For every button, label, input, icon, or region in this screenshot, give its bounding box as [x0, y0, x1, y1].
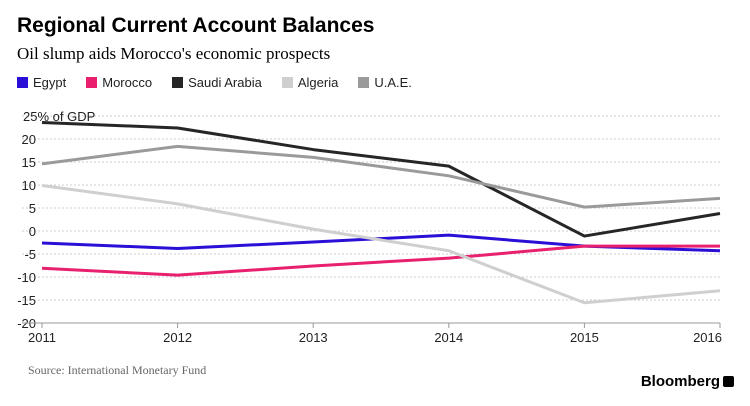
x-tick-label: 2012	[163, 330, 192, 345]
y-tick-label: -5	[24, 247, 36, 262]
x-tick-label: 2015	[570, 330, 599, 345]
legend-label-uae: U.A.E.	[374, 75, 412, 90]
legend-swatch-saudi-arabia	[172, 77, 184, 88]
legend-item-uae: U.A.E.	[358, 75, 412, 90]
y-tick-label: -15	[17, 293, 36, 308]
legend-label-algeria: Algeria	[297, 75, 339, 90]
bloomberg-chart-icon	[723, 376, 734, 387]
y-tick-label: 10	[22, 178, 36, 193]
legend-item-saudi-arabia: Saudi Arabia	[172, 75, 262, 90]
series-line-morocco	[41, 244, 720, 277]
legend-swatch-egypt	[17, 77, 28, 88]
y-tick-label: 15	[22, 155, 36, 170]
legend-label-egypt: Egypt	[33, 75, 67, 90]
legend-item-egypt: Egypt	[17, 75, 66, 90]
x-tick-label: 2014	[434, 330, 463, 345]
brand-logo-text: Bloomberg	[640, 373, 720, 390]
series-line-u-a-e	[41, 144, 721, 209]
legend-item-morocco: Morocco	[86, 75, 152, 90]
legend-label-morocco: Morocco	[102, 75, 153, 90]
x-tick-label: 2016	[693, 330, 722, 345]
y-tick-label: -10	[17, 270, 36, 285]
legend-label-saudi-arabia: Saudi Arabia	[188, 75, 262, 90]
y-tick-label: 5	[29, 201, 36, 216]
legend-swatch-algeria	[281, 77, 293, 88]
x-tick-label: 2011	[28, 330, 56, 345]
chart-title: Regional Current Account Balances	[17, 14, 375, 37]
y-tick-label: 0	[29, 224, 36, 239]
x-tick-label: 2013	[299, 330, 328, 345]
source-note: Source: International Monetary Fund	[28, 363, 207, 377]
y-unit-label: 25% of GDP	[23, 109, 95, 124]
series-line-algeria	[41, 183, 721, 305]
legend-item-algeria: Algeria	[281, 75, 339, 90]
series-line-saudi-arabia	[41, 120, 721, 238]
y-tick-label: 20	[22, 132, 36, 147]
legend-swatch-morocco	[86, 77, 98, 88]
chart-subtitle: Oil slump aids Morocco's economic prospe…	[17, 44, 331, 63]
legend: Egypt Morocco Saudi Arabia Algeria U.A.E…	[17, 75, 432, 90]
legend-swatch-uae	[358, 77, 370, 88]
series-line-egypt	[41, 233, 721, 253]
